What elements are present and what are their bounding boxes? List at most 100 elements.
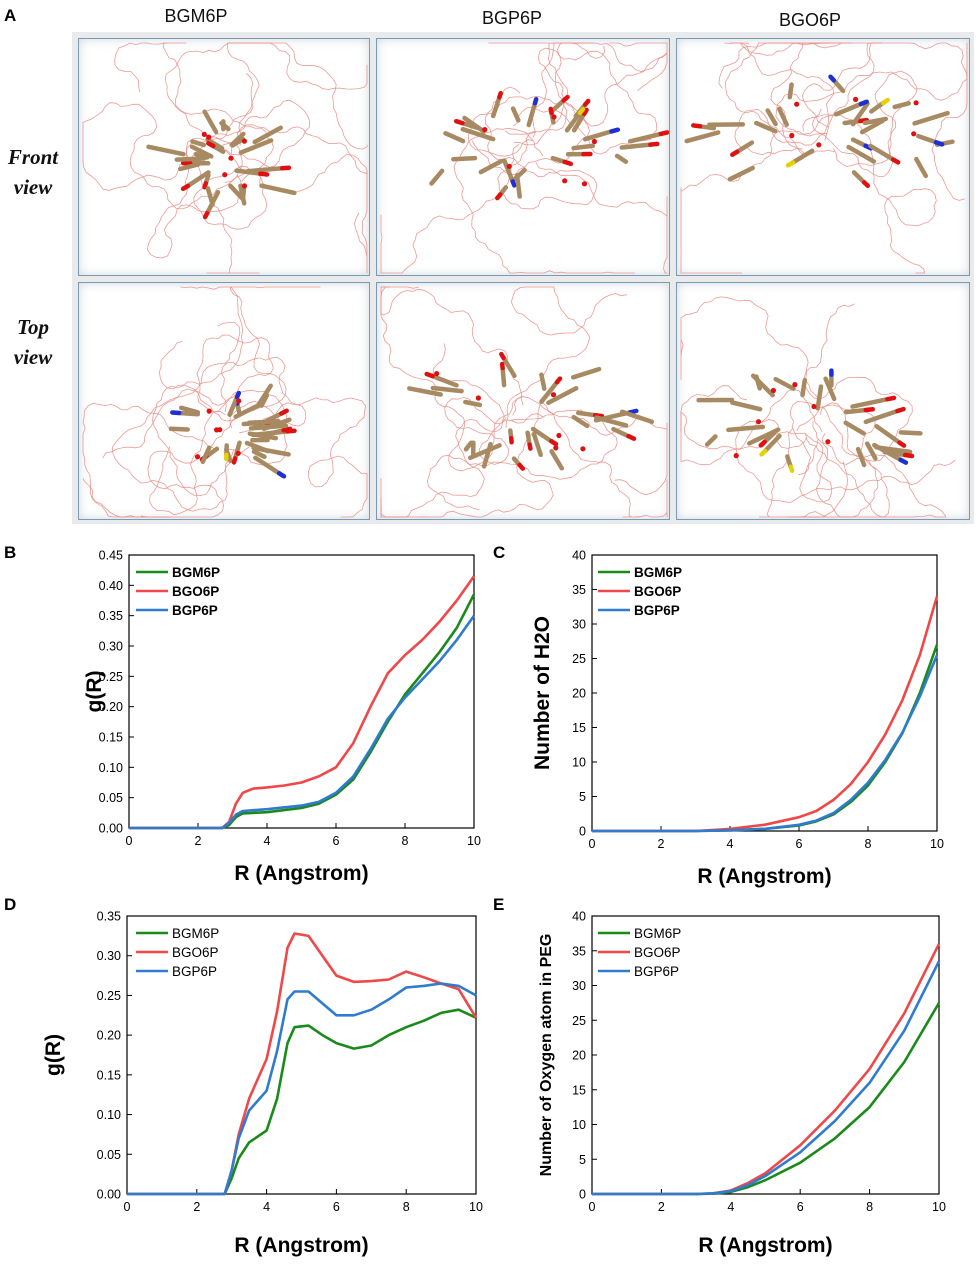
x-tick-label: 10	[469, 1200, 483, 1214]
x-tick-label: 4	[727, 1200, 734, 1214]
structure-bgp6p-top	[376, 282, 670, 520]
series-line-bgm6p	[127, 1008, 477, 1196]
y-axis-label: g(R)	[42, 1034, 65, 1076]
plot-frame	[128, 554, 475, 829]
series-line-bgo6p	[127, 932, 478, 1196]
heteroatom-stick	[898, 457, 909, 465]
water-oxygen-dot	[206, 134, 212, 140]
peg-chain-wire	[158, 340, 307, 427]
carbon-bond-stick	[843, 420, 866, 436]
carbon-bond-stick	[460, 126, 496, 142]
peg-chain-wire	[680, 296, 820, 432]
carbon-bond-stick	[146, 144, 186, 157]
carbon-bond-stick	[227, 394, 240, 417]
water-oxygen-dot	[551, 114, 557, 120]
carbon-bond-stick	[619, 142, 653, 150]
x-tick-label: 10	[467, 834, 481, 848]
x-axis-label: R (Angstrom)	[698, 1234, 832, 1257]
carbon-bond-stick	[200, 445, 212, 465]
peg-chain-wire	[802, 114, 937, 274]
water-oxygen-dot	[580, 446, 586, 452]
water-oxygen-dot	[236, 398, 242, 404]
legend-label-bgp6p: BGP6P	[634, 603, 680, 618]
carbon-bond-stick	[684, 130, 721, 144]
carbon-bond-stick	[734, 140, 755, 155]
peg-chain-wire	[432, 343, 544, 465]
water-oxygen-dot	[581, 181, 588, 187]
series-line-bgp6p	[592, 960, 941, 1196]
y-tick-label: 0.35	[97, 910, 121, 924]
carbon-bond-stick	[611, 426, 631, 439]
y-tick-label: 0	[579, 1188, 586, 1202]
carbon-bond-stick	[868, 143, 896, 162]
water-oxygen-dot	[241, 183, 248, 189]
heteroatom-stick	[202, 181, 209, 190]
peg-chain-wire	[111, 322, 241, 512]
carbon-bond-stick	[539, 379, 560, 404]
carbon-bond-stick	[582, 129, 614, 142]
series-line-bgp6p	[129, 614, 476, 830]
row-header-front-view-word: view	[13, 175, 53, 199]
x-tick-label: 8	[866, 1200, 873, 1214]
y-tick-label: 20	[572, 1049, 586, 1063]
carbon-bond-stick	[850, 101, 870, 127]
carbon-bond-stick	[539, 372, 547, 391]
legend-label-bgm6p: BGM6P	[634, 926, 681, 941]
water-oxygen-dot	[217, 427, 223, 433]
y-tick-label: 0.35	[99, 609, 123, 623]
series-line-bgo6p	[592, 596, 939, 833]
carbon-bond-stick	[190, 139, 207, 148]
legend-label-bgo6p: BGO6P	[172, 945, 219, 960]
legend-label-bgp6p: BGP6P	[172, 603, 218, 618]
x-tick-label: 0	[589, 1200, 596, 1214]
y-axis-label: g(R)	[83, 671, 106, 713]
y-tick-label: 0.45	[99, 549, 123, 563]
structure-bgp6p-front	[376, 38, 670, 276]
carbon-bond-stick	[531, 431, 543, 458]
carbon-bond-stick	[564, 110, 583, 133]
carbon-bond-stick	[747, 427, 781, 446]
carbon-bond-stick	[510, 106, 521, 123]
heteroatom-stick	[206, 141, 216, 149]
water-oxygen-dot	[811, 403, 817, 410]
y-tick-label: 5	[579, 1153, 586, 1167]
heteroatom-stick	[510, 179, 517, 188]
carbon-bond-stick	[882, 449, 908, 458]
heteroatom-stick	[548, 106, 554, 116]
heteroatom-stick	[609, 127, 621, 134]
y-tick-label: 5	[579, 790, 586, 804]
carbon-bond-stick	[898, 430, 923, 436]
x-tick-label: 2	[658, 1200, 665, 1214]
carbon-bond-stick	[202, 109, 219, 135]
heteroatom-stick	[880, 97, 890, 106]
peg-chain-wire	[227, 42, 368, 146]
carbon-bond-stick	[790, 148, 815, 165]
x-tick-label: 4	[727, 837, 734, 851]
peg-chain-wire	[680, 130, 828, 274]
chart-c-number-of-water: C 0 2 4 6 8 10 0 5 10 15 20 25 30 35 40 R (Angstrom) Numb…	[493, 543, 944, 888]
x-tick-label: 6	[796, 837, 803, 851]
y-tick-label: 0.25	[99, 670, 123, 684]
carbon-bond-stick	[864, 441, 878, 461]
carbon-bond-stick	[729, 400, 763, 412]
y-tick-label: 0.40	[99, 579, 123, 593]
water-oxygen-dot	[241, 138, 247, 144]
peg-chain-wire	[193, 154, 368, 230]
heteroatom-stick	[202, 210, 210, 220]
legend-label-bgo6p: BGO6P	[634, 584, 681, 599]
carbon-bond-stick	[823, 376, 837, 402]
heteroatom-stick	[627, 408, 639, 415]
heteroatom-stick	[497, 90, 503, 100]
carbon-bond-stick	[463, 399, 483, 408]
heteroatom-stick	[279, 165, 292, 171]
peg-chain-wire	[82, 402, 219, 518]
series-line-bgm6p	[129, 593, 476, 830]
water-oxygen-dot	[789, 132, 795, 139]
panel-a-letter: A	[4, 6, 17, 25]
heteroatom-stick	[561, 94, 570, 103]
y-tick-label: 0.30	[97, 949, 121, 963]
water-oxygen-dot	[911, 131, 917, 137]
carbon-bond-stick	[546, 386, 579, 405]
carbon-bond-stick	[850, 137, 868, 149]
carbon-bond-stick	[851, 170, 867, 185]
